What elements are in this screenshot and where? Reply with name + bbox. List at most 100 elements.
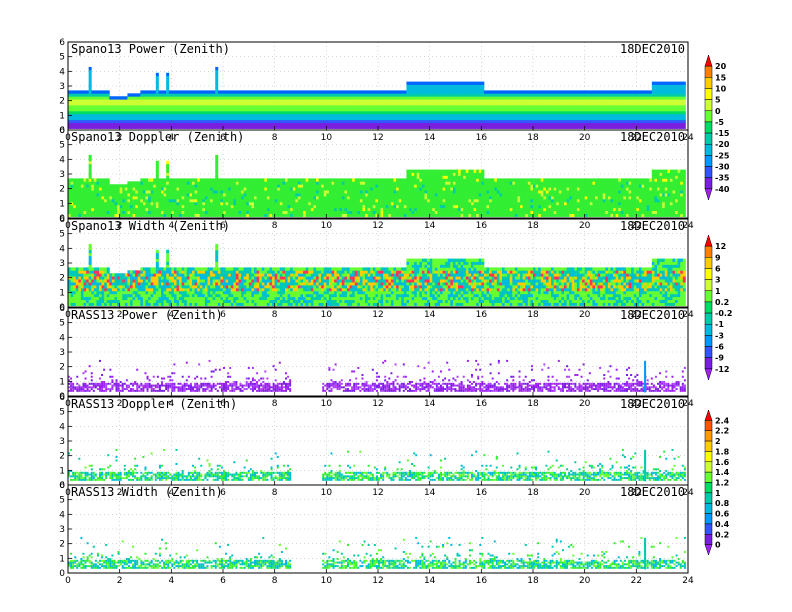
cell (197, 96, 201, 100)
cell (225, 193, 229, 197)
cell (460, 81, 464, 85)
cell (321, 196, 325, 200)
cell (124, 184, 128, 188)
cell (251, 125, 255, 129)
cell (517, 96, 521, 100)
cell (646, 105, 650, 109)
cell (215, 175, 219, 179)
cell (437, 81, 441, 85)
cell (385, 105, 389, 109)
cell (336, 201, 340, 206)
cell (96, 105, 100, 109)
cell (204, 193, 208, 197)
cell (545, 122, 549, 126)
cell (230, 108, 234, 112)
cell (631, 116, 635, 121)
cell (362, 116, 366, 121)
cell (114, 204, 118, 209)
cell (517, 110, 521, 115)
cell (393, 116, 397, 121)
cell (378, 181, 381, 185)
cell (610, 96, 614, 100)
cell (349, 181, 353, 185)
cell (316, 122, 319, 126)
cell (238, 99, 242, 103)
cell (274, 204, 278, 209)
cell (349, 116, 353, 121)
cell (628, 113, 632, 118)
cell (646, 125, 650, 129)
cell (124, 119, 128, 124)
cell (168, 207, 172, 212)
cell (582, 102, 586, 106)
cell (406, 108, 410, 112)
cell (101, 116, 105, 121)
cell (471, 113, 474, 118)
cell (476, 90, 480, 94)
cell (122, 196, 126, 200)
cell (303, 108, 307, 112)
cell (349, 93, 353, 97)
cell (440, 116, 443, 121)
cell (223, 201, 226, 206)
cell (246, 193, 250, 197)
cell (540, 93, 544, 97)
cell (142, 207, 146, 212)
cell (649, 116, 653, 121)
cell (442, 102, 446, 106)
cell (192, 204, 195, 209)
cell (78, 93, 82, 97)
cell (261, 116, 265, 121)
cell (161, 187, 164, 191)
cell (297, 187, 301, 191)
cell (132, 110, 136, 115)
cell (86, 122, 90, 126)
cell (502, 105, 505, 109)
cell (657, 96, 660, 100)
cell (362, 181, 366, 185)
cell (163, 207, 167, 212)
cell (106, 184, 110, 188)
cell (197, 90, 201, 94)
cell (365, 93, 369, 97)
cell (522, 96, 526, 100)
cell (574, 119, 578, 124)
cell (323, 119, 327, 124)
cell (68, 125, 71, 129)
cell (483, 125, 487, 129)
cell (88, 207, 92, 212)
cell (168, 184, 172, 188)
cell (212, 181, 216, 185)
cell (349, 125, 353, 129)
cell (623, 99, 627, 103)
cell (181, 190, 185, 194)
cell (442, 93, 446, 97)
cell (372, 90, 376, 94)
cell (359, 116, 363, 121)
cell (78, 198, 82, 203)
cell (99, 213, 102, 217)
cell (569, 125, 573, 129)
cell (285, 113, 288, 118)
cell (445, 102, 449, 106)
cell (318, 96, 322, 100)
cell (365, 207, 369, 212)
cell (558, 116, 562, 121)
cell (254, 181, 257, 185)
cell (378, 193, 381, 197)
cell (266, 198, 270, 203)
cell (184, 99, 188, 103)
cell (494, 102, 498, 106)
cell (266, 204, 270, 209)
cell (166, 166, 170, 170)
cell (163, 99, 167, 103)
cell (274, 110, 278, 115)
cell (571, 99, 575, 103)
cell (300, 122, 304, 126)
cell (127, 113, 131, 118)
cell (535, 105, 539, 109)
cell (615, 110, 619, 115)
cell (155, 196, 159, 200)
cell (571, 122, 575, 126)
cell (132, 108, 136, 112)
